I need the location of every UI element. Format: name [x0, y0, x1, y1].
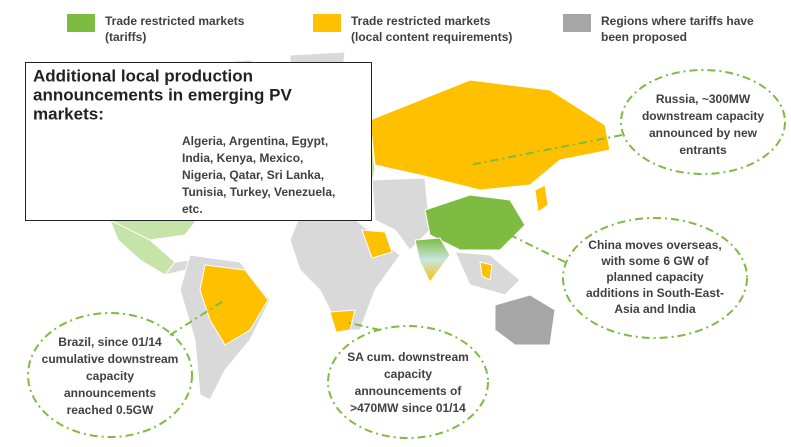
callout-text: announcements	[64, 386, 156, 400]
callout-text: capacity	[384, 367, 432, 381]
box-list: Tunisia, Turkey, Venezuela,	[182, 185, 335, 199]
callout-text: announced by new	[649, 126, 758, 140]
legend-label: (local content requirements)	[351, 30, 512, 44]
japan	[534, 184, 549, 213]
russia	[369, 79, 611, 191]
box-list: Nigeria, Qatar, Sri Lanka,	[182, 168, 324, 182]
box-title: announcements in emerging PV	[33, 85, 292, 104]
callout-text: China moves overseas,	[588, 238, 721, 252]
callout-text: capacity	[86, 369, 134, 383]
callout-text: announcements of	[355, 384, 463, 398]
legend-label: (tariffs)	[105, 30, 146, 44]
china-callout-frame	[562, 217, 748, 339]
callout-text: reached 0.5GW	[67, 403, 154, 417]
legend-swatch	[67, 14, 95, 32]
callout-text: additions in South-East-	[586, 286, 724, 300]
callout-text: cumulative downstream	[42, 352, 179, 366]
legend-label: Trade restricted markets	[351, 14, 491, 28]
brazil-callout-frame	[27, 312, 193, 438]
box-list: India, Kenya, Mexico,	[182, 151, 303, 165]
russia-callout-frame	[620, 69, 786, 175]
sa-leader	[344, 321, 381, 331]
callout-text: entrants	[679, 143, 727, 157]
legend-label: Trade restricted markets	[105, 14, 245, 28]
info-box	[25, 62, 372, 221]
callout-frames	[27, 69, 786, 439]
china	[424, 194, 526, 251]
box-list: etc.	[182, 202, 203, 216]
south-africa	[329, 309, 356, 333]
callout-text: >470MW since 01/14	[350, 401, 466, 415]
central-asia	[371, 177, 431, 251]
legend-swatch	[563, 14, 591, 32]
callout-text: downstream capacity	[642, 109, 764, 123]
china-leader	[499, 229, 566, 263]
callout-text: SA cum. downstream	[347, 350, 469, 364]
box-list: Algeria, Argentina, Egypt,	[182, 134, 328, 148]
brazil	[199, 264, 269, 346]
thailand	[479, 261, 493, 281]
sa-callout-frame	[327, 325, 489, 439]
box-title: Additional local production	[33, 66, 253, 85]
saudi-arabia	[361, 229, 393, 259]
india	[414, 237, 451, 283]
legend-label: been proposed	[601, 30, 687, 44]
box-title: markets:	[33, 104, 104, 123]
callout-text: Asia and India	[614, 302, 696, 316]
legend-swatch	[313, 14, 341, 32]
callout-text: planned capacity	[606, 270, 704, 284]
brazil-leader	[169, 299, 226, 336]
callout-text: Brazil, since 01/14	[58, 335, 162, 349]
russia-leader	[469, 134, 623, 166]
callout-text: with some 6 GW of	[600, 254, 709, 268]
legend-label: Regions where tariffs have	[601, 14, 754, 28]
australia	[494, 294, 556, 346]
callout-text: Russia, ~300MW	[656, 92, 751, 106]
